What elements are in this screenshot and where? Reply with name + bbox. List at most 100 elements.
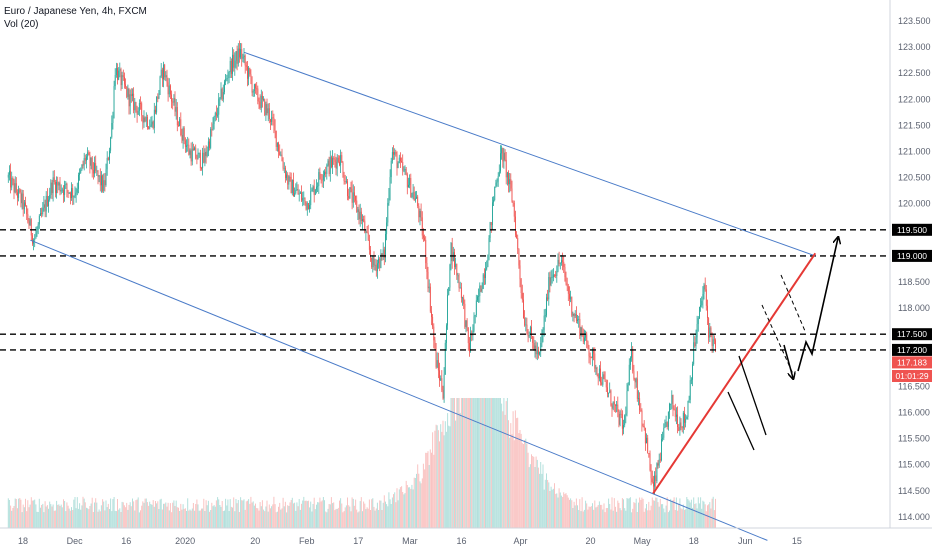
volume-bar [620,510,622,528]
volume-bar [433,454,435,528]
volume-bar [551,489,553,528]
candle-body [53,177,55,182]
candle [679,416,681,436]
candle-body [704,284,706,290]
volume-bar [169,503,171,528]
candle [280,151,282,157]
candle [468,337,470,357]
candle [212,117,214,131]
volume-bar [712,496,714,528]
candle-body [540,343,542,352]
candle-body [240,49,241,58]
volume-bar [406,485,408,528]
volume-bar [88,509,90,528]
candle [549,271,551,293]
candle-body [641,410,643,424]
volume-bar [281,508,283,528]
candle [124,72,125,89]
volume-bar [305,500,307,528]
volume-bar [271,506,273,528]
candle-body [205,151,207,156]
volume-bar [243,499,245,528]
volume-bar [203,498,205,528]
candle [506,171,508,186]
volume-bar [319,497,321,528]
time-tick-label: Feb [299,536,315,546]
volume-bar [110,498,112,528]
volume-bar [389,499,391,528]
candle-body [586,333,588,342]
candle-body [649,453,651,471]
candle-body [473,316,475,331]
candle [630,356,631,370]
candle-body [411,193,413,198]
candle [266,98,268,116]
volume-bar [314,509,316,528]
candle-body [173,98,175,103]
candle-body [356,200,358,213]
candle-body [577,319,578,321]
candle-body [582,335,584,342]
candle-body [336,157,338,169]
candle-body [64,185,66,195]
volume-bar [155,501,156,528]
candle-body [81,164,83,170]
volume-bar [290,500,292,528]
candle-body [103,180,105,191]
candle [646,433,647,444]
volume-bar [547,480,549,528]
volume-bar [249,503,251,528]
time-axis[interactable]: 18 Dec 16 2020 20 Feb 17 Mar 16 Apr 20 May 18 Jun 15 [18,536,802,546]
candle-body [124,76,125,85]
volume-bar [401,486,403,528]
candle [235,51,237,69]
candle [673,405,675,411]
volume-indicator-label[interactable]: Vol (20) [4,19,39,30]
volume-bar [527,452,529,528]
price-label-level: 117.500 [892,328,932,341]
candle [454,248,455,275]
time-tick-label: 20 [250,536,260,546]
candle [465,320,467,333]
symbol-title[interactable]: Euro / Japanese Yen, 4h, FXCM [4,6,147,17]
price-tick-label: 122.500 [898,68,931,78]
volume-bar [467,398,469,528]
candle-body [235,51,237,61]
volume-bar [236,503,238,528]
candle [510,173,512,192]
candle-body [339,161,340,166]
volume-bar [299,509,301,528]
candle [32,233,33,246]
candle [503,148,505,169]
candle [103,173,105,193]
time-tick-label: Apr [513,536,527,546]
candle-body [424,237,425,240]
candle [249,67,251,77]
volume-bar [649,510,651,528]
candle-body [201,168,202,169]
candle [333,156,335,165]
candle-body [695,337,697,347]
volume-bar [685,509,687,528]
volume-bar [434,430,436,528]
candle-body [471,334,473,336]
volume-bar [77,508,79,528]
volume-bar [493,398,495,528]
candle [203,145,205,164]
candle-body [327,160,329,166]
candle-body [331,157,332,167]
price-label-bg [892,343,932,356]
candle [505,152,507,185]
volume-bar [394,492,396,528]
candle-body [703,284,705,294]
volume-bar [709,502,711,528]
candle [336,154,338,177]
candle-body [379,258,381,268]
volume-bar [191,508,193,528]
candle [621,410,623,436]
candle-body [79,172,80,175]
candle [261,91,263,108]
candle-body [303,197,305,199]
